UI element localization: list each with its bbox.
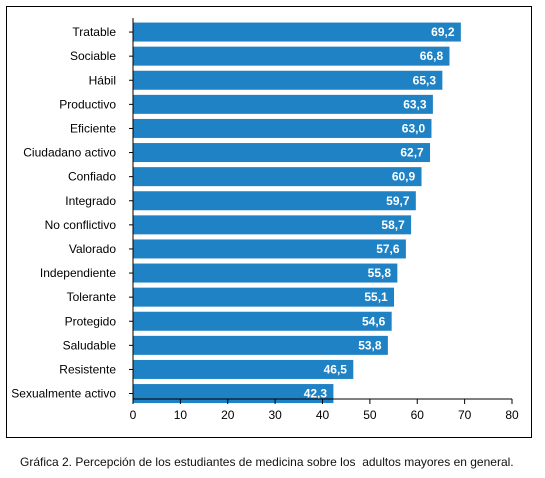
category-label: Ciudadano activo (23, 146, 116, 160)
bar (133, 311, 392, 331)
bar (133, 239, 406, 259)
bar (133, 384, 334, 404)
bar (133, 143, 431, 163)
category-label: Independiente (40, 266, 116, 280)
x-tick-label: 20 (221, 408, 235, 422)
category-label: Eficiente (70, 121, 116, 135)
bar-value-label: 58,7 (381, 218, 405, 232)
x-tick-label: 60 (411, 408, 425, 422)
category-label: Saludable (63, 338, 117, 352)
x-tick-label: 40 (316, 408, 330, 422)
x-tick-label: 0 (130, 408, 137, 422)
category-label: Hábil (89, 73, 116, 87)
bar-value-label: 59,7 (386, 194, 410, 208)
bar (133, 263, 398, 283)
bar-value-label: 63,3 (403, 97, 427, 111)
x-tick-label: 10 (174, 408, 188, 422)
bar-value-label: 65,3 (413, 73, 437, 87)
category-label: Sexualmente activo (11, 387, 116, 401)
category-label: Integrado (65, 194, 116, 208)
bar-value-label: 55,8 (368, 266, 392, 280)
bar (133, 335, 388, 355)
bar (133, 46, 450, 66)
bar-value-label: 62,7 (400, 146, 424, 160)
bar-value-label: 57,6 (376, 242, 400, 256)
chart-caption: Gráfica 2. Percepción de los estudiantes… (20, 455, 514, 469)
bar (133, 287, 395, 307)
category-label: Sociable (70, 49, 116, 63)
bar-value-label: 53,8 (358, 338, 382, 352)
bar-value-label: 60,9 (392, 170, 416, 184)
bar (133, 167, 422, 187)
bar (133, 359, 354, 379)
bar (133, 118, 432, 138)
category-label: Productivo (59, 97, 116, 111)
x-tick-label: 70 (458, 408, 472, 422)
x-tick-label: 80 (505, 408, 519, 422)
bar-value-label: 69,2 (431, 25, 455, 39)
category-label: No conflictivo (45, 218, 117, 232)
category-label: Tratable (72, 25, 116, 39)
category-label: Resistente (59, 362, 116, 376)
category-label: Valorado (69, 242, 116, 256)
bar-value-label: 63,0 (402, 121, 426, 135)
bar-value-label: 54,6 (362, 314, 386, 328)
x-tick-label: 50 (363, 408, 377, 422)
bar (133, 94, 433, 114)
bar (133, 70, 443, 90)
bar-value-label: 42,3 (304, 387, 328, 401)
bar (133, 22, 461, 42)
bar-value-label: 66,8 (420, 49, 444, 63)
category-label: Tolerante (67, 290, 117, 304)
category-label: Protegido (65, 314, 117, 328)
bar (133, 215, 412, 235)
bar-value-label: 55,1 (364, 290, 388, 304)
bar-value-label: 46,5 (324, 362, 348, 376)
bar (133, 191, 416, 211)
category-label: Confiado (68, 170, 116, 184)
x-tick-label: 30 (268, 408, 282, 422)
